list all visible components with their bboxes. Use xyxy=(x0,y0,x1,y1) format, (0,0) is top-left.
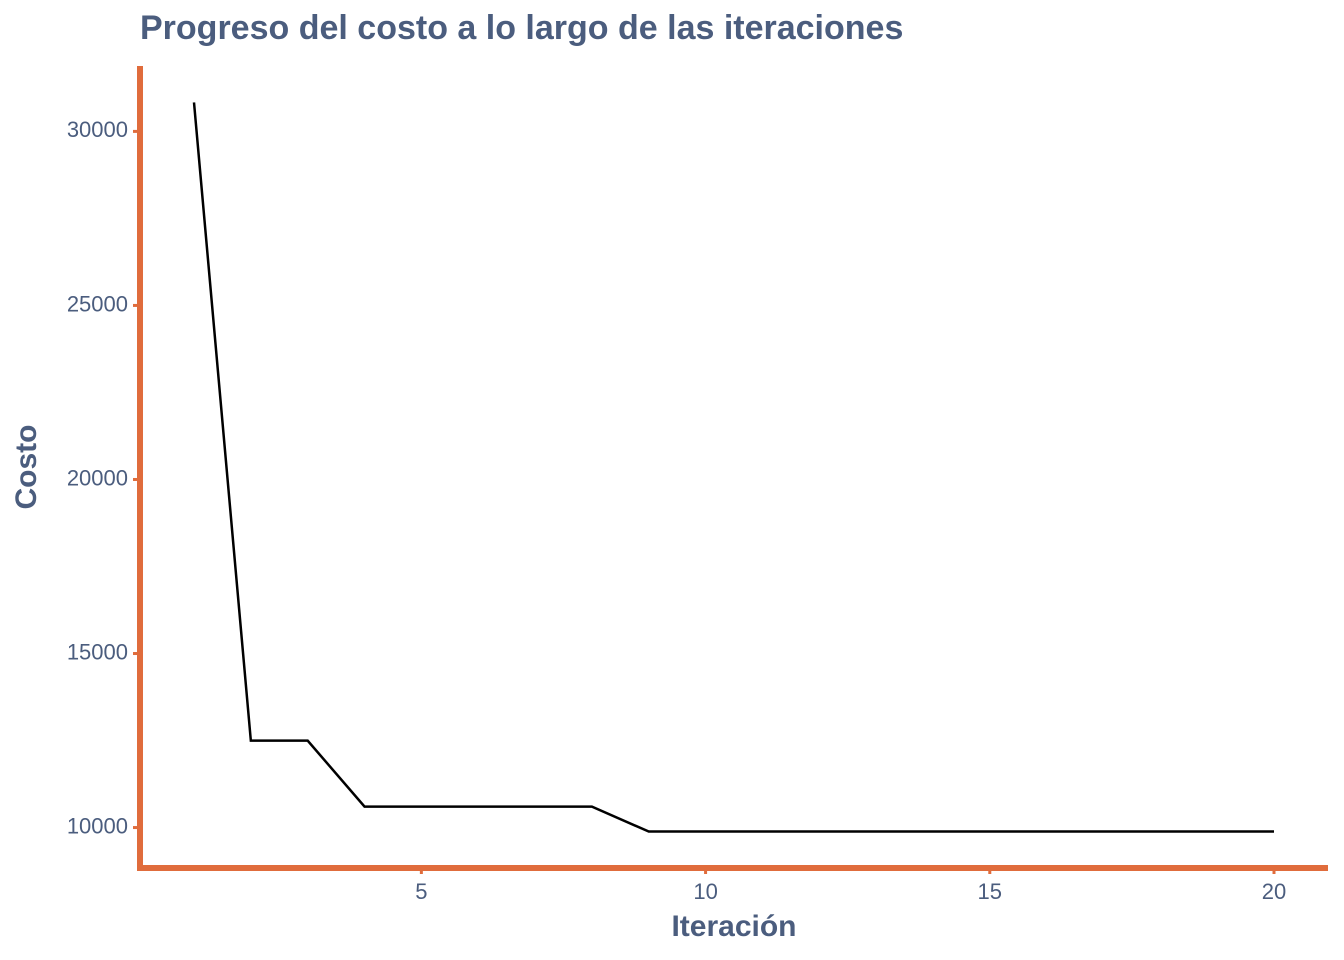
y-axis-title: Costo xyxy=(10,425,43,510)
x-tick-label: 20 xyxy=(1262,879,1286,904)
y-tick-label: 25000 xyxy=(67,291,128,316)
chart-title: Progreso del costo a lo largo de las ite… xyxy=(140,9,903,47)
x-tick-label: 15 xyxy=(978,879,1002,904)
x-axis-title: Iteración xyxy=(671,910,796,943)
x-tick-label: 5 xyxy=(415,879,427,904)
y-tick-label: 10000 xyxy=(67,813,128,838)
x-tick-label: 10 xyxy=(693,879,717,904)
y-tick-label: 15000 xyxy=(67,639,128,664)
y-tick-label: 20000 xyxy=(67,465,128,490)
line-series xyxy=(192,102,1274,833)
y-tick-label: 30000 xyxy=(67,117,128,142)
